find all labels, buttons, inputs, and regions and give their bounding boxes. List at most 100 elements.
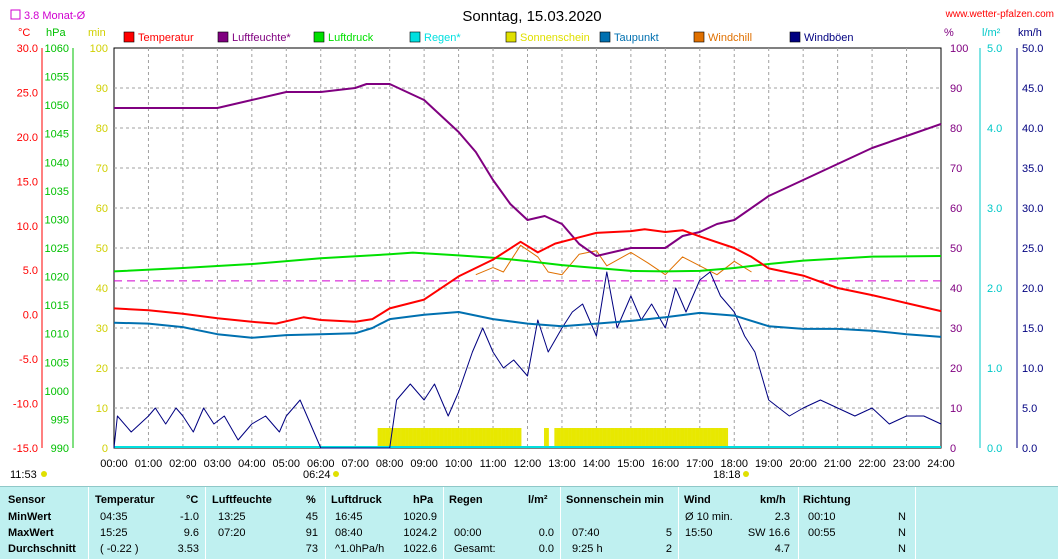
tick-label-x: 20:00 [789, 458, 817, 470]
sunset-time: 18:18 [713, 469, 741, 481]
series-temperatur [113, 228, 942, 325]
stats-panel: Sensor Temperatur °C Luftfeuchte % Luftd… [0, 486, 1058, 560]
tick-label-pressure: 1015 [45, 300, 69, 312]
tick-label-sunshine: 0 [102, 443, 108, 455]
stats-header-temp-unit: °C [186, 494, 199, 506]
tick-label-pressure: 1040 [45, 157, 69, 169]
tick-label-sunshine: 60 [96, 203, 108, 215]
axes: 30.0 25.0 20.0 15.0 10.0 5.0 0.0 -5.0 -10.0 -15.0… [13, 43, 1044, 470]
tick-label-wind: 10.0 [1022, 363, 1043, 375]
tick-label-x: 03:00 [204, 458, 232, 470]
current-time-sun-icon [41, 471, 47, 477]
legend-swatch [693, 31, 705, 43]
tick-label-humidity: 40 [950, 283, 962, 295]
stats-header-sensor: Sensor [8, 494, 46, 506]
legend-label: Luftdruck [328, 32, 374, 44]
stats-header-rain: Regen [449, 494, 483, 506]
monthly-avg-label: 3.8 Monat-Ø [24, 10, 86, 22]
stats-header-press-unit: hPa [413, 494, 434, 506]
stats-wind-val: 4.7 [774, 543, 790, 555]
legend-label: Regen* [424, 32, 461, 44]
stats-press-time: ^1.0hPa/h [335, 543, 385, 555]
tick-label-rain: 3.0 [987, 203, 1002, 215]
tick-label-humidity: 10 [950, 403, 962, 415]
series-windchill [475, 244, 752, 276]
tick-label-rain: 4.0 [987, 123, 1002, 135]
stats-hum-time: 07:20 [218, 527, 246, 539]
unit-kmh: km/h [1018, 27, 1042, 39]
tick-label-x: 08:00 [376, 458, 404, 470]
tick-label-humidity: 60 [950, 203, 962, 215]
stats-dir-val: N [898, 527, 906, 539]
stats-header-wind: Wind [684, 494, 711, 506]
legend-label: Luftfeuchte* [232, 32, 291, 44]
stats-rain-time: 00:00 [454, 527, 482, 539]
tick-label-x: 04:00 [238, 458, 266, 470]
tick-label-temperature: -5.0 [19, 354, 38, 366]
tick-label-wind: 25.0 [1022, 243, 1043, 255]
stats-sun-val: 2 [665, 543, 672, 555]
legend-swatch [505, 31, 517, 43]
stats-wind-time: 15:50 [685, 527, 713, 539]
stats-press-time: 16:45 [335, 511, 363, 523]
stats-press-time: 08:40 [335, 527, 363, 539]
tick-label-x: 09:00 [410, 458, 438, 470]
stats-temp-val: 9.6 [183, 527, 199, 539]
chart-title: Sonntag, 15.03.2020 [462, 8, 601, 25]
stats-header-rain-unit: l/m² [528, 494, 548, 506]
legend-swatch [313, 31, 325, 43]
tick-label-pressure: 1005 [45, 357, 69, 369]
tick-label-x: 24:00 [927, 458, 955, 470]
stats-hum-time: 13:25 [218, 511, 246, 523]
tick-label-temperature: 20.0 [17, 132, 38, 144]
tick-label-humidity: 100 [950, 43, 968, 55]
tick-label-sunshine: 40 [96, 283, 108, 295]
stats-press-val: 1024.2 [403, 527, 437, 539]
tick-label-wind: 50.0 [1022, 43, 1043, 55]
tick-label-temperature: -10.0 [13, 399, 38, 411]
site-link[interactable]: www.wetter-pfalzen.com [945, 9, 1054, 20]
current-time: 11:53 [10, 469, 37, 481]
stats-wind-time: Ø 10 min. [685, 511, 733, 523]
sunset-icon [743, 471, 749, 477]
tick-label-x: 07:00 [341, 458, 369, 470]
stats-sun-val: 5 [665, 527, 672, 539]
unit-min: min [88, 27, 106, 39]
tick-label-rain: 1.0 [987, 363, 1002, 375]
stats-sun-time: 07:40 [572, 527, 600, 539]
series-taupunkt [113, 311, 942, 339]
tick-label-x: 15:00 [617, 458, 645, 470]
stats-sun-time: 9:25 h [572, 543, 603, 555]
tick-label-temperature: 30.0 [17, 43, 38, 55]
tick-label-x: 06:00 [307, 458, 335, 470]
stats-press-val: 1022.6 [403, 543, 437, 555]
tick-label-x: 11:00 [480, 458, 507, 470]
stats-wind-val: 2.3 [774, 511, 790, 523]
tick-label-sunshine: 70 [96, 163, 108, 175]
legend-label: Temperatur [138, 32, 194, 44]
stats-label: MinWert [8, 511, 52, 523]
header: Sonntag, 15.03.2020 www.wetter-pfalzen.c… [10, 8, 1054, 481]
tick-label-x: 16:00 [652, 458, 680, 470]
legend-swatch [217, 31, 229, 43]
stats-header-wind-unit: km/h [760, 494, 786, 506]
tick-label-pressure: 1045 [45, 129, 69, 141]
tick-label-temperature: 10.0 [17, 221, 38, 233]
stats-header-sunshine: Sonnenschein min [566, 494, 664, 506]
legend-label: Windböen [804, 32, 854, 44]
tick-label-pressure: 1020 [45, 272, 69, 284]
tick-label-wind: 0.0 [1022, 443, 1037, 455]
unit-percent: % [944, 27, 954, 39]
tick-label-x: 22:00 [858, 458, 886, 470]
stats-temp-val: 3.53 [177, 543, 199, 555]
tick-label-humidity: 0 [950, 443, 956, 455]
tick-label-pressure: 1035 [45, 186, 69, 198]
tick-label-pressure: 990 [51, 443, 69, 455]
tick-label-x: 19:00 [755, 458, 783, 470]
tick-label-rain: 0.0 [987, 443, 1002, 455]
tick-label-temperature: 15.0 [17, 176, 38, 188]
tick-label-x: 18:00 [720, 458, 748, 470]
tick-label-pressure: 1060 [45, 43, 69, 55]
tick-label-humidity: 80 [950, 123, 962, 135]
tick-label-sunshine: 10 [96, 403, 108, 415]
